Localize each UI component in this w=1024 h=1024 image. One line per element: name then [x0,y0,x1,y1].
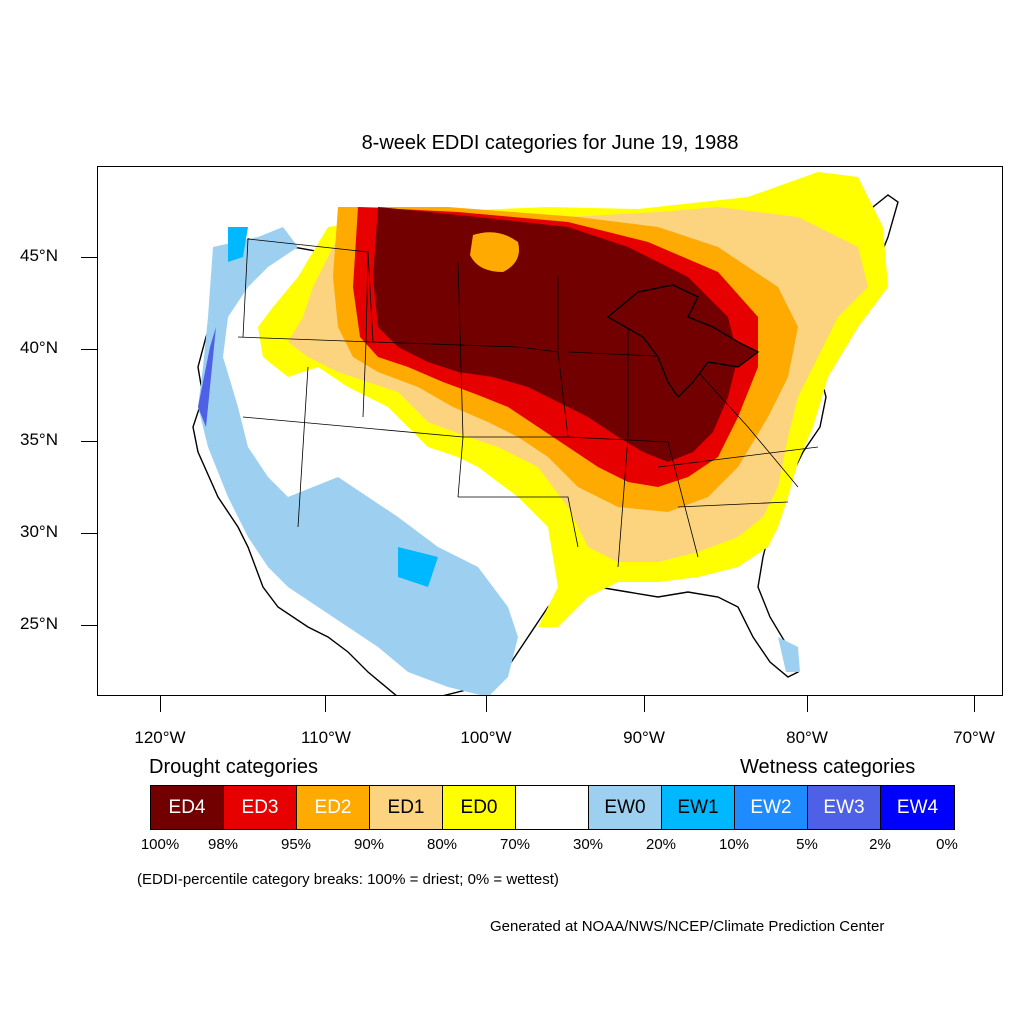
percentile-label: 95% [280,836,312,853]
lat-tick [81,625,97,626]
lon-tick [974,696,975,712]
lon-label-80w: 80°W [786,728,828,747]
region-ew0-west [198,227,518,695]
legend-swatch-ew2: EW2 [735,786,808,829]
lon-label-120w: 120°W [134,728,186,747]
lat-tick [81,441,97,442]
map-title: 8-week EDDI categories for June 19, 1988 [361,132,739,154]
region-ew3-coast [198,327,216,427]
map-panel [97,166,1003,696]
percentile-label: 100% [140,836,180,853]
percentile-label: 70% [499,836,531,853]
region-ed2-patch [470,232,519,272]
great-lakes [606,284,760,399]
lon-tick [644,696,645,712]
lat-label-30n: 30°N [20,522,58,541]
legend-swatch-ew4: EW4 [881,786,954,829]
lon-tick [325,696,326,712]
percentile-label: 10% [718,836,750,853]
legend-swatch-ew1: EW1 [662,786,735,829]
lat-label-45n: 45°N [20,246,58,265]
percentile-label: 5% [796,836,818,853]
legend-swatch-ed1: ED1 [370,786,443,829]
percentile-label: 90% [353,836,385,853]
percentile-label: 0% [936,836,958,853]
category-note: (EDDI-percentile category breaks: 100% =… [137,871,559,888]
lon-label-70w: 70°W [953,728,995,747]
drought-map [192,172,899,695]
percentile-label: 20% [645,836,677,853]
legend-swatch-ed4: ED4 [151,786,224,829]
percentile-label: 80% [426,836,458,853]
lon-tick [486,696,487,712]
legend-swatch-ew0: EW0 [589,786,662,829]
lon-label-110w: 110°W [301,728,351,747]
legend-swatch-ew3: EW3 [808,786,881,829]
legend-swatch-ed2: ED2 [297,786,370,829]
legend-swatch-ed0: ED0 [443,786,516,829]
credit-line: Generated at NOAA/NWS/NCEP/Climate Predi… [490,918,885,935]
category-colorbar: ED4 ED3 ED2 ED1 ED0 EW0 EW1 EW2 EW3 EW4 [150,785,955,830]
lon-tick [807,696,808,712]
lat-label-35n: 35°N [20,430,58,449]
legend-swatch-normal [516,786,589,829]
lat-tick [81,533,97,534]
legend-swatch-ed3: ED3 [224,786,297,829]
lon-tick [160,696,161,712]
percentile-label: 98% [207,836,239,853]
drought-categories-heading: Drought categories [149,756,318,778]
region-ed4 [373,207,738,462]
lat-label-25n: 25°N [20,614,58,633]
state-borders [237,238,819,568]
lon-label-90w: 90°W [623,728,665,747]
percentile-label: 2% [869,836,891,853]
lat-tick [81,349,97,350]
wetness-categories-heading: Wetness categories [740,756,916,778]
lat-tick [81,257,97,258]
region-ew0-florida [778,637,800,672]
percentile-label: 30% [572,836,604,853]
lon-label-100w: 100°W [460,728,512,747]
lat-label-40n: 40°N [20,338,58,357]
